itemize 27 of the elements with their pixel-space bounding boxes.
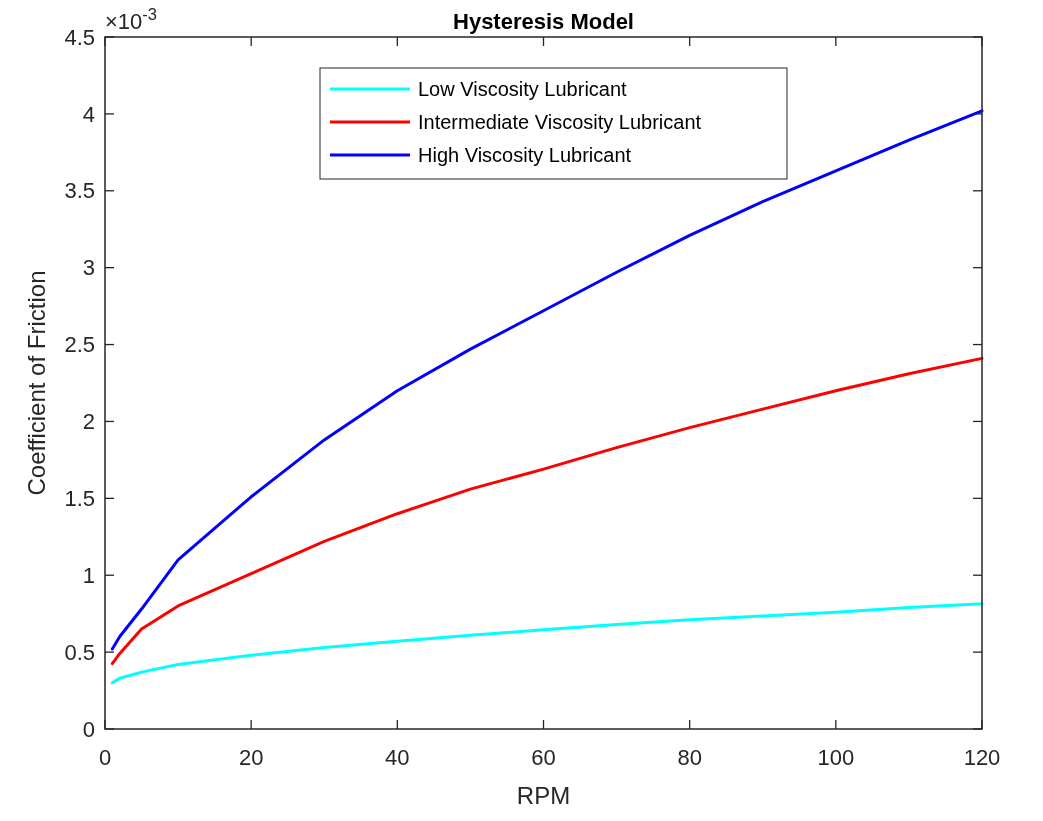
x-tick-label: 20 <box>238 745 264 770</box>
y-axis-title: Coefficient of Friction <box>23 270 50 496</box>
y-tick-label: 2.5 <box>64 332 95 358</box>
y-tick-label: 1.5 <box>64 486 95 512</box>
y-tick-label: 4 <box>82 101 95 127</box>
x-axis-title: RPM <box>516 782 571 809</box>
x-tick-label: 80 <box>677 745 702 770</box>
y-tick-label: 0.5 <box>64 639 95 665</box>
legend-label: Intermediate Viscosity Lubricant <box>418 111 702 133</box>
legend-label: High Viscosity Lubricant <box>418 144 632 166</box>
y-tick-label: 1 <box>82 562 95 588</box>
x-tick-label: 0 <box>98 745 112 770</box>
line-series <box>110 356 984 666</box>
legend-label: Low Viscosity Lubricant <box>418 78 628 100</box>
y-tick-label: 2 <box>82 409 95 435</box>
y-tick-label: 3 <box>82 255 95 281</box>
x-tick-label: 120 <box>963 745 1001 770</box>
y-tick-label: 0 <box>82 716 95 742</box>
line-series <box>110 602 984 685</box>
x-tick-label: 100 <box>817 745 855 770</box>
y-tick-label: 3.5 <box>64 178 95 204</box>
x-tick-label: 60 <box>531 745 556 770</box>
chart-title: Hysteresis Model <box>453 9 634 34</box>
x-tick-label: 40 <box>385 745 410 770</box>
y-tick-label: 4.5 <box>64 24 95 50</box>
text: ×10$^{-3}$ <box>105 5 157 34</box>
line-series <box>110 109 984 651</box>
